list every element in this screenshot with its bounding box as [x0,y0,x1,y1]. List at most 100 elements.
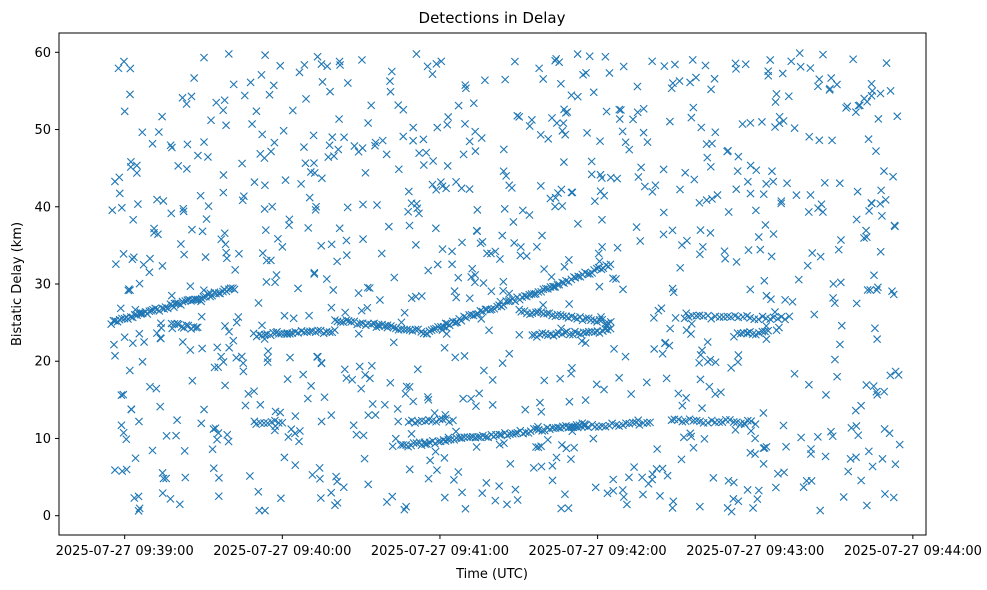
clutter-point [619,62,628,71]
clutter-point [525,122,534,130]
clutter-point [240,91,249,100]
clutter-point [452,427,460,436]
clutter-point [624,473,633,482]
clutter-point [198,227,207,236]
clutter-point [613,243,622,252]
clutter-point [605,68,614,77]
clutter-point [409,397,418,406]
clutter-point [448,260,457,269]
clutter-point [881,195,890,204]
track-point [747,417,756,426]
track-point [678,417,687,426]
clutter-point [630,463,639,472]
clutter-point [405,382,414,391]
clutter-point [816,252,825,261]
clutter-point [688,55,697,64]
track-point [432,417,441,426]
clutter-point [816,506,825,515]
clutter-point [281,176,290,185]
track-point [733,329,742,338]
clutter-point [239,367,248,376]
clutter-point [241,401,250,410]
track-point [543,309,552,318]
clutter-point [180,250,189,259]
clutter-point [299,370,308,379]
clutter-point [567,188,576,197]
clutter-point [695,502,704,511]
clutter-point [743,485,752,494]
clutter-point [116,304,125,313]
clutter-point [234,313,243,321]
clutter-point [257,70,266,79]
track-point [785,312,794,321]
clutter-point [200,405,209,414]
track-point [330,316,339,325]
clutter-point [557,185,566,194]
clutter-point [548,476,557,485]
clutter-point [110,466,119,475]
track-point [511,429,520,438]
track-point [370,319,379,328]
clutter-point [877,211,886,220]
clutter-point [873,390,882,399]
clutter-point [643,138,652,147]
clutter-point [145,382,154,391]
clutter-point [886,86,895,95]
track-point [703,418,712,427]
track-point [681,417,690,426]
clutter-point [327,488,336,497]
clutter-point [759,190,768,199]
clutter-point [639,104,648,113]
clutter-point [320,393,329,402]
clutter-point [876,247,885,256]
clutter-point [119,428,128,437]
clutter-point [393,404,402,413]
clutter-point [499,286,508,295]
track-point [407,416,416,425]
clutter-point [676,263,685,272]
clutter-point [437,57,446,66]
clutter-point [424,395,433,404]
track-point [441,319,450,328]
clutter-point [284,221,293,230]
clutter-point [364,480,373,489]
clutter-point [790,369,799,378]
clutter-point [697,123,706,132]
clutter-point [255,506,264,515]
x-tick-label: 2025-07-27 09:42:00 [529,544,667,559]
track-point [120,314,129,323]
track-point [191,295,200,304]
clutter-point [367,101,376,110]
clutter-point [302,94,311,103]
clutter-point [148,139,157,148]
clutter-point [153,195,161,204]
clutter-point [772,326,781,335]
clutter-point [702,140,711,149]
clutter-point [394,165,403,174]
track-point [342,316,351,325]
x-tick-label: 2025-07-27 09:41:00 [371,544,509,559]
clutter-point [869,382,878,391]
clutter-point [747,426,756,435]
clutter-point [310,270,319,278]
clutter-point [458,488,467,497]
clutter-point [173,416,182,425]
clutter-point [543,435,552,444]
track-point [147,306,156,315]
clutter-point [473,205,482,214]
clutter-point [419,161,428,170]
clutter-point [196,191,205,200]
clutter-point [872,387,881,396]
clutter-point [882,59,891,68]
clutter-point [208,445,217,454]
clutter-point [120,333,129,342]
clutter-point [682,326,691,335]
y-axis-label: Bistatic Delay (km) [10,222,25,346]
clutter-point [527,115,536,124]
clutter-point [686,429,695,438]
clutter-point [661,338,670,347]
y-tick-label: 50 [34,123,51,138]
clutter-point [698,404,707,413]
clutter-point [145,254,154,263]
clutter-point [741,60,750,69]
